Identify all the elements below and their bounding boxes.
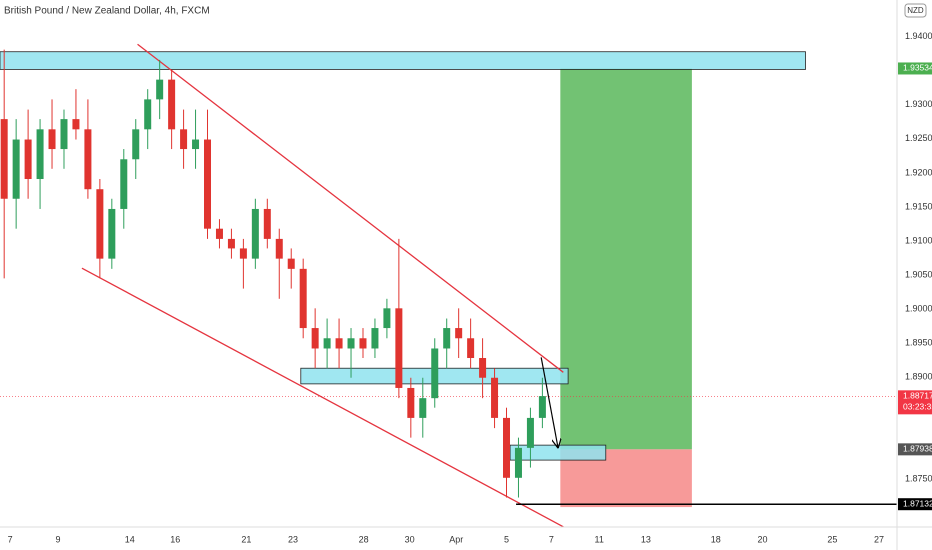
y-tick-label: 1.94000: [905, 31, 932, 41]
y-tick-label: 1.92500: [905, 133, 932, 143]
currency: NZD: [907, 6, 924, 15]
candle-body: [371, 328, 379, 349]
currency-box: [904, 3, 927, 18]
x-tick-label: 18: [711, 534, 721, 544]
candle-body: [455, 328, 463, 339]
candle-body: [0, 119, 8, 199]
x-tick-label: 11: [595, 534, 604, 544]
x-tick-label: 9: [55, 534, 60, 544]
candle-body: [215, 228, 223, 239]
candle-body: [251, 208, 259, 259]
y-tick-label: 1.90000: [905, 303, 932, 313]
candle-body: [311, 328, 319, 349]
price-label: 1.93534: [903, 63, 932, 73]
y-tick-label: 1.91000: [905, 235, 932, 245]
price-label-box: [898, 390, 932, 415]
x-tick-label: 20: [757, 534, 767, 544]
chart-title: British Pound / New Zealand Dollar, 4h, …: [4, 6, 210, 17]
candle-body: [538, 396, 546, 418]
candle-body: [168, 79, 176, 130]
x-tick-label: 16: [170, 534, 180, 544]
candle-body: [120, 159, 128, 209]
candle-body: [204, 139, 212, 229]
price-label-box: [898, 498, 932, 511]
x-tick-label: 13: [641, 534, 651, 544]
candle-body: [491, 377, 499, 418]
arrow: [540, 357, 558, 447]
x-tick-label: 28: [359, 534, 369, 544]
candle-body: [275, 238, 283, 259]
candle-body: [227, 238, 235, 249]
x-tick-label: 5: [504, 534, 509, 544]
candle-body: [48, 129, 56, 150]
y-tick-label: 1.90500: [905, 269, 932, 279]
candle-body: [383, 308, 391, 329]
candle-body: [287, 258, 295, 269]
candle-body: [24, 139, 32, 180]
x-tick-label: 7: [8, 534, 13, 544]
price-label: 1.87132: [903, 498, 932, 508]
y-tick-label: 1.92000: [905, 167, 932, 177]
x-tick-label: Apr: [449, 534, 463, 544]
candle-body: [60, 119, 68, 150]
y-tick-label: 1.91500: [905, 201, 932, 211]
zone: [509, 444, 607, 461]
candle-body: [192, 139, 200, 150]
candle-body: [72, 119, 80, 130]
trendline: [81, 267, 564, 527]
candle-body: [514, 447, 522, 478]
price-label-box: [898, 62, 932, 75]
candle-body: [467, 338, 475, 359]
candle-body: [156, 79, 164, 100]
y-tick-label: 1.93000: [905, 99, 932, 109]
candle-body: [263, 208, 271, 239]
y-tick-label: 1.89500: [905, 337, 932, 347]
candle-body: [132, 129, 140, 160]
countdown: 03:23:35: [903, 402, 932, 412]
candle-body: [144, 99, 152, 130]
x-tick-label: 14: [125, 534, 135, 544]
zone: [0, 51, 806, 70]
candle-body: [84, 129, 92, 190]
candle-body: [347, 338, 355, 349]
candle-body: [443, 328, 451, 349]
plot-area: [0, 43, 897, 527]
candle-body: [479, 358, 487, 378]
candle-body: [526, 417, 534, 448]
candle-body: [96, 189, 104, 259]
trendline: [137, 43, 564, 373]
x-tick-label: 21: [241, 534, 251, 544]
candle-body: [335, 338, 343, 349]
candle-body: [36, 129, 44, 180]
candle-body: [419, 398, 427, 418]
candle-body: [108, 208, 116, 259]
candle-body: [431, 348, 439, 399]
x-tick-label: 30: [405, 534, 415, 544]
candle-body: [503, 417, 511, 478]
candle-body: [323, 338, 331, 349]
x-tick-label: 25: [827, 534, 837, 544]
price-label: 1.87938: [903, 444, 932, 454]
y-tick-label: 1.87500: [905, 474, 932, 484]
candle-body: [239, 248, 247, 259]
price-label: 1.88717: [903, 391, 932, 401]
candle-body: [359, 338, 367, 349]
profit-zone: [560, 68, 692, 450]
x-tick-label: 23: [288, 534, 298, 544]
candle-body: [395, 308, 403, 388]
x-tick-label: 7: [549, 534, 554, 544]
candle-body: [407, 387, 415, 418]
candle-body: [180, 129, 188, 150]
candle-body: [12, 139, 20, 199]
price-label-box: [898, 443, 932, 456]
x-tick-label: 27: [874, 534, 884, 544]
candle-body: [299, 268, 307, 329]
y-tick-label: 1.89000: [905, 371, 932, 381]
